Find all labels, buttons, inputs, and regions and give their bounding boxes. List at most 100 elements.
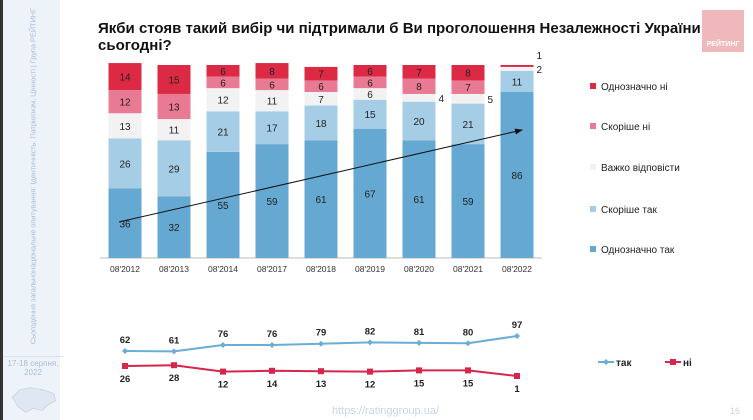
point-marker xyxy=(514,373,520,379)
bar-value-label: 6 xyxy=(367,78,373,89)
bar-value-label: 12 xyxy=(119,98,131,109)
bar-segment xyxy=(206,76,240,89)
point-label: 15 xyxy=(414,378,425,389)
bar-value-label: 61 xyxy=(413,195,425,206)
point-marker xyxy=(465,367,471,374)
bar-value-label: 11 xyxy=(267,97,278,108)
point-marker xyxy=(367,368,373,375)
bar-value-label: 7 xyxy=(465,83,471,94)
bar-value-label: 6 xyxy=(318,82,324,93)
bar-segment xyxy=(108,188,142,258)
bar-segment xyxy=(206,65,240,77)
legend-label: Важко відповісти xyxy=(601,163,680,174)
bar-segment xyxy=(304,66,338,81)
bar-value-label: 86 xyxy=(511,171,523,182)
bar-segment xyxy=(157,65,191,94)
legend-label: так xyxy=(616,358,632,369)
legend-swatch xyxy=(590,123,596,129)
bar-segment xyxy=(451,103,485,145)
bar-value-label: 8 xyxy=(269,67,275,78)
x-tick-label: 08'2018 xyxy=(306,264,336,274)
logo-text: РЕЙТИНГ xyxy=(706,41,740,48)
bar-value-label: 26 xyxy=(119,159,131,170)
point-marker xyxy=(269,367,275,374)
bar-segment xyxy=(451,144,485,258)
x-tick-label: 08'2017 xyxy=(257,264,287,274)
bar-segment xyxy=(206,111,240,152)
bar-segment xyxy=(402,140,436,258)
bar-segment xyxy=(108,63,142,91)
bar-segment xyxy=(500,92,534,259)
legend-swatch xyxy=(590,164,596,170)
legend-label: Однозначно ні xyxy=(601,82,668,93)
point-label: 26 xyxy=(120,374,131,385)
point-marker xyxy=(367,339,373,346)
bar-value-label: 36 xyxy=(119,219,131,230)
legend-label: Скоріше так xyxy=(601,205,657,216)
bar-segment xyxy=(500,66,534,71)
rating-logo: РЕЙТИНГ xyxy=(702,10,744,52)
page-title: Якби стояв такий вибір чи підтримали б В… xyxy=(98,20,701,54)
bar-segment xyxy=(304,140,338,258)
footer-url[interactable]: https://ratinggroup.ua/ xyxy=(332,405,440,417)
sidebar: Cьогодення загальнонаціональне опитуванн… xyxy=(0,0,63,420)
bar-value-label: 18 xyxy=(315,119,327,130)
bar-value-label: 5 xyxy=(488,95,494,106)
bar-value-label: 11 xyxy=(512,77,523,88)
point-marker xyxy=(465,340,471,347)
bar-value-label: 29 xyxy=(168,164,180,175)
bar-value-label: 7 xyxy=(416,68,422,79)
bar-value-label: 17 xyxy=(266,124,278,135)
bar-value-label: 12 xyxy=(217,96,229,107)
bar-segment xyxy=(402,65,436,79)
legend-marker xyxy=(670,359,676,365)
point-marker xyxy=(122,348,128,354)
legend-label: Скоріше ні xyxy=(601,122,650,133)
point-label: 15 xyxy=(463,378,474,389)
point-marker xyxy=(318,340,324,347)
bar-value-label: 59 xyxy=(266,197,278,208)
bar-segment xyxy=(108,90,142,114)
bar-segment xyxy=(108,138,142,189)
survey-date: 17-18 серпня, 2022 xyxy=(3,356,63,377)
bar-segment xyxy=(255,144,289,258)
legend-swatch xyxy=(590,206,596,212)
bar-value-label: 61 xyxy=(315,195,327,206)
point-marker xyxy=(220,342,226,348)
legend-marker xyxy=(603,359,609,365)
x-tick-label: 08'2013 xyxy=(159,264,189,274)
bar-segment xyxy=(402,93,436,102)
bar-value-label: 20 xyxy=(413,117,425,128)
bar-value-label: 8 xyxy=(416,82,422,93)
point-label: 13 xyxy=(316,379,327,390)
bar-segment xyxy=(206,88,240,112)
x-tick-label: 08'2014 xyxy=(208,264,238,274)
bar-value-label: 6 xyxy=(220,67,226,78)
legend-label: ні xyxy=(683,358,692,369)
point-label: 81 xyxy=(414,327,425,338)
bar-segment xyxy=(108,113,142,139)
point-label: 12 xyxy=(218,380,229,391)
bar-value-label: 13 xyxy=(119,122,131,133)
trend-arrow xyxy=(118,128,523,223)
bar-value-label: 6 xyxy=(220,78,226,89)
bar-segment xyxy=(500,65,534,67)
point-label: 79 xyxy=(316,328,327,339)
bar-value-label: 15 xyxy=(168,75,180,86)
bar-segment xyxy=(353,88,387,100)
bar-value-label: 6 xyxy=(367,90,373,101)
bar-segment xyxy=(304,80,338,93)
bar-segment xyxy=(451,80,485,94)
point-marker xyxy=(514,333,520,339)
bar-value-label: 7 xyxy=(318,70,324,81)
point-marker xyxy=(269,342,275,348)
x-tick-label: 08'2022 xyxy=(502,264,532,274)
bar-segment xyxy=(255,78,289,91)
bar-segment xyxy=(353,76,387,89)
bar-value-label: 55 xyxy=(217,201,229,212)
bar-value-label: 21 xyxy=(217,128,229,139)
bar-value-label: 67 xyxy=(364,189,376,200)
bar-value-label: 14 xyxy=(119,73,131,84)
bar-segment xyxy=(451,93,485,104)
bar-segment xyxy=(255,63,289,79)
